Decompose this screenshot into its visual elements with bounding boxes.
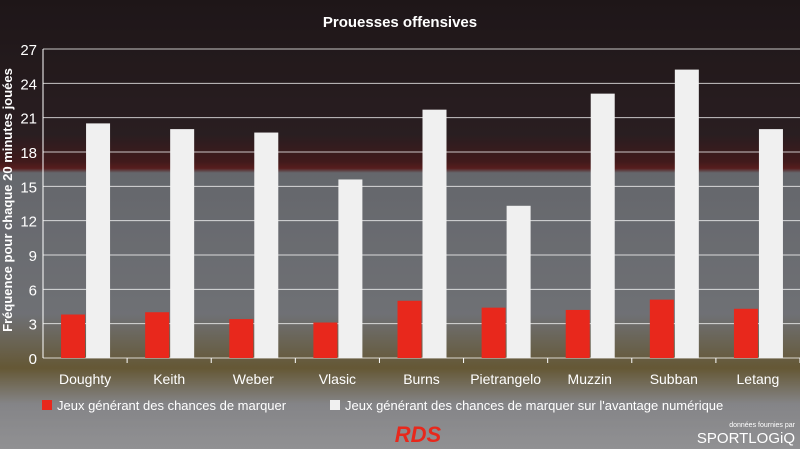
source-label: données fournies par	[729, 422, 795, 429]
bar-weber-series-2	[254, 132, 279, 358]
bar-subban-series-1	[649, 299, 674, 358]
bar-vlasic-series-2	[338, 179, 363, 358]
y-tick-label: 9	[29, 248, 37, 265]
x-tick-label: Muzzin	[568, 371, 612, 387]
x-tick-label: Keith	[153, 371, 185, 387]
x-tick-label: Pietrangelo	[470, 371, 541, 387]
bar-burns-series-1	[397, 300, 422, 358]
legend-label: Jeux générant des chances de marquer sur…	[345, 398, 723, 413]
x-tick-label: Vlasic	[319, 371, 356, 387]
bar-letang-series-1	[733, 308, 758, 358]
x-tick-label: Weber	[233, 371, 274, 387]
bar-weber-series-1	[229, 319, 254, 358]
legend-label: Jeux générant des chances de marquer	[57, 398, 287, 413]
legend-swatch	[42, 400, 52, 410]
bar-keith-series-2	[170, 129, 195, 358]
chart-title: Prouesses offensives	[323, 14, 477, 31]
y-tick-label: 27	[20, 42, 37, 59]
bar-vlasic-series-1	[313, 322, 338, 358]
y-tick-label: 21	[20, 111, 37, 128]
y-tick-label: 15	[20, 179, 37, 196]
y-tick-label: 18	[20, 145, 37, 162]
bar-muzzin-series-1	[565, 309, 590, 358]
y-tick-label: 12	[20, 214, 37, 231]
x-tick-label: Burns	[403, 371, 440, 387]
bar-letang-series-2	[758, 129, 783, 358]
x-tick-label: Letang	[737, 371, 780, 387]
bar-pietrangelo-series-1	[481, 307, 506, 358]
y-tick-label: 0	[29, 351, 37, 368]
bar-doughty-series-1	[61, 314, 86, 358]
bar-subban-series-2	[674, 69, 699, 358]
x-tick-label: Subban	[650, 371, 698, 387]
y-tick-label: 24	[20, 76, 37, 93]
y-tick-label: 3	[29, 317, 37, 334]
bar-keith-series-1	[145, 312, 170, 358]
network-logo: RDS	[395, 422, 442, 447]
y-axis-label: Fréquence pour chaque 20 minutes jouées	[0, 68, 15, 332]
y-tick-label: 6	[29, 282, 37, 299]
legend-swatch	[330, 400, 340, 410]
bar-pietrangelo-series-2	[506, 205, 531, 358]
bar-muzzin-series-2	[590, 93, 615, 358]
bar-burns-series-2	[422, 109, 447, 359]
sportlogiq-logo: SPORTLOGiQ	[697, 430, 795, 447]
bar-doughty-series-2	[86, 123, 111, 358]
x-tick-label: Doughty	[59, 371, 111, 387]
